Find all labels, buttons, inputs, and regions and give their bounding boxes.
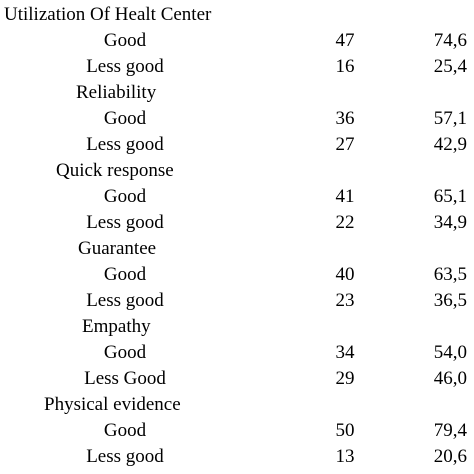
group-header-row: Empathy <box>0 314 474 340</box>
group-header-row: Physical evidence <box>0 392 474 418</box>
table-row: Good 36 57,1 <box>0 106 474 132</box>
row-label: Less good <box>86 212 164 233</box>
row-label: Less Good <box>84 368 166 389</box>
table-row: Good 41 65,1 <box>0 184 474 210</box>
row-label: Good <box>103 420 147 441</box>
row-count: 41 <box>335 186 355 207</box>
group-title: Guarantee <box>78 238 157 259</box>
row-percent: 74,6 <box>433 30 467 51</box>
row-label: Good <box>103 264 147 285</box>
row-percent: 57,1 <box>433 108 467 129</box>
table-row: Less good 16 25,4 <box>0 54 474 80</box>
row-count: 47 <box>335 30 355 51</box>
table-row: Less good 13 20,6 <box>0 444 474 470</box>
group-title: Empathy <box>82 316 151 337</box>
row-count: 23 <box>335 290 355 311</box>
table-row: Less good 23 36,5 <box>0 288 474 314</box>
row-percent: 46,0 <box>433 368 467 389</box>
row-label: Less good <box>86 446 164 467</box>
row-label: Less good <box>86 56 164 77</box>
row-label: Good <box>103 342 147 363</box>
table-row: Less good 22 34,9 <box>0 210 474 236</box>
row-percent: 79,4 <box>433 420 467 441</box>
group-title: Utilization Of Healt Center <box>4 4 212 25</box>
row-count: 27 <box>335 134 355 155</box>
table-row: Good 47 74,6 <box>0 28 474 54</box>
row-count: 50 <box>335 420 355 441</box>
group-title: Physical evidence <box>44 394 181 415</box>
group-header-row: Reliability <box>0 80 474 106</box>
table-row: Less good 27 42,9 <box>0 132 474 158</box>
row-count: 40 <box>335 264 355 285</box>
row-label: Good <box>103 108 147 129</box>
row-count: 16 <box>335 56 355 77</box>
row-percent: 54,0 <box>433 342 467 363</box>
table-row: Good 40 63,5 <box>0 262 474 288</box>
row-percent: 36,5 <box>433 290 467 311</box>
row-count: 22 <box>335 212 355 233</box>
row-count: 29 <box>335 368 355 389</box>
row-count: 34 <box>335 342 355 363</box>
row-percent: 20,6 <box>433 446 467 467</box>
row-percent: 65,1 <box>433 186 467 207</box>
row-percent: 63,5 <box>433 264 467 285</box>
table-row: Less Good 29 46,0 <box>0 366 474 392</box>
row-label: Good <box>103 30 147 51</box>
row-label: Good <box>103 186 147 207</box>
group-title: Reliability <box>76 82 157 103</box>
row-percent: 42,9 <box>433 134 467 155</box>
group-header-row: Quick response <box>0 158 474 184</box>
row-label: Less good <box>86 290 164 311</box>
group-header-row: Utilization Of Healt Center <box>0 2 474 28</box>
table-row: Good 34 54,0 <box>0 340 474 366</box>
row-label: Less good <box>86 134 164 155</box>
row-count: 36 <box>335 108 355 129</box>
row-percent: 25,4 <box>433 56 467 77</box>
group-header-row: Guarantee <box>0 236 474 262</box>
row-count: 13 <box>335 446 355 467</box>
table-row: Good 50 79,4 <box>0 418 474 444</box>
group-title: Quick response <box>56 160 174 181</box>
row-percent: 34,9 <box>433 212 467 233</box>
